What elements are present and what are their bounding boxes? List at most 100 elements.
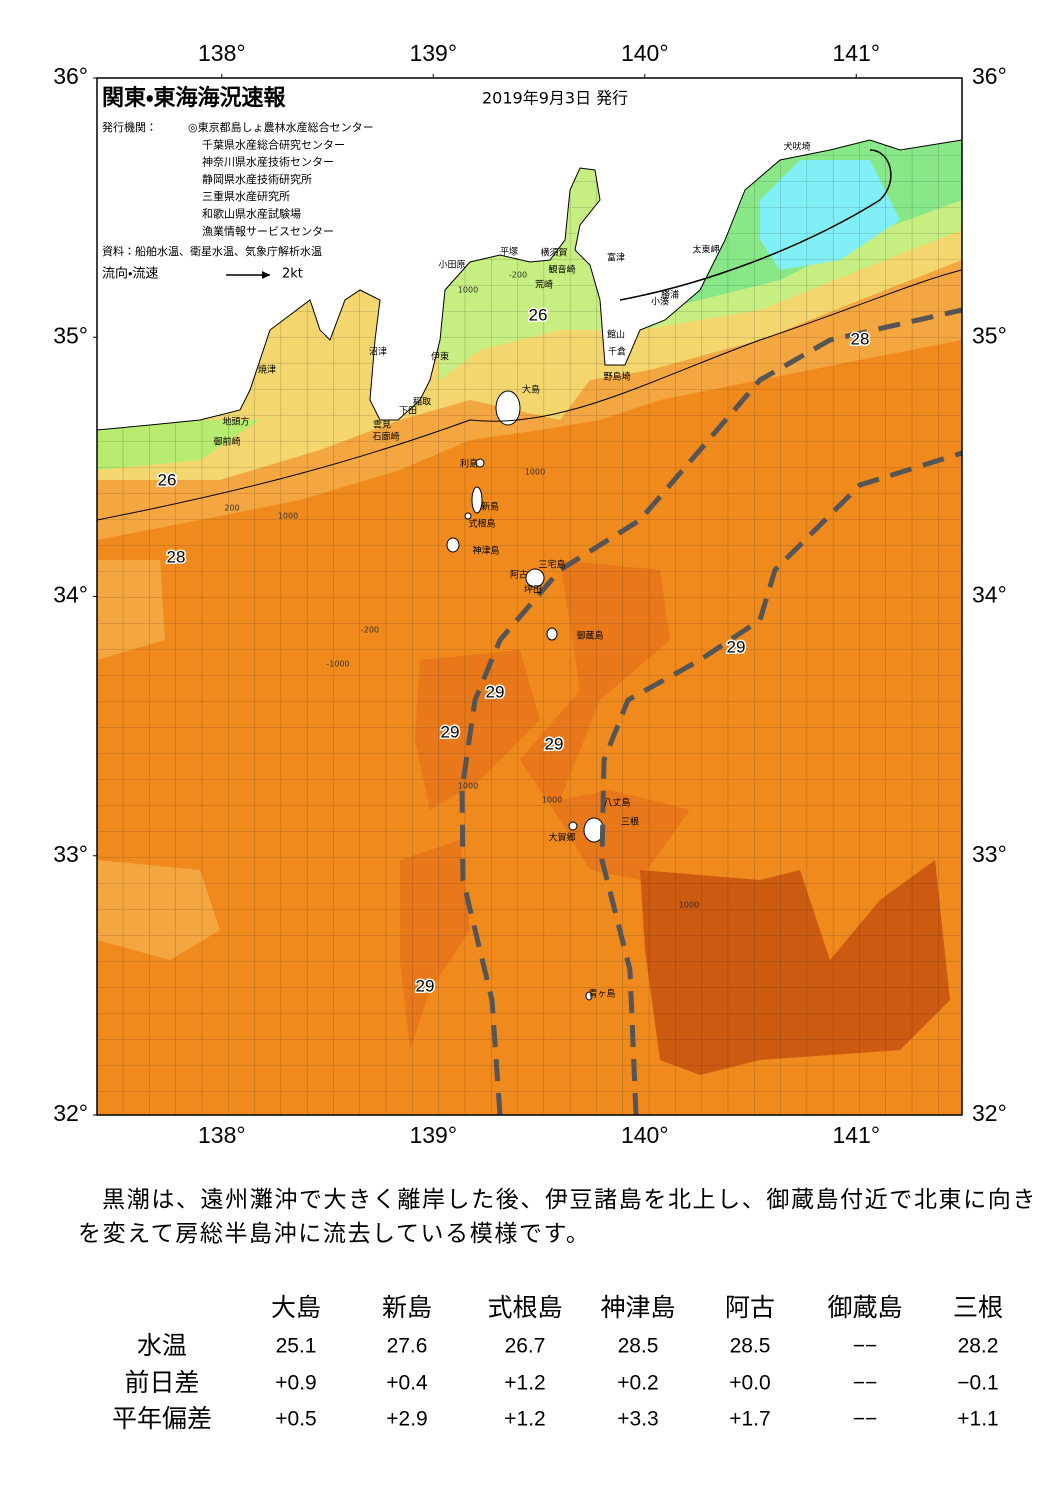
isotherm: [619, 149, 892, 301]
cell: 28.2: [958, 1335, 999, 1358]
place-name: 八丈島: [603, 797, 630, 809]
y-tick-label: 33°: [53, 841, 88, 867]
cell: +3.3: [617, 1408, 658, 1431]
place-name: 大島: [522, 384, 540, 396]
depth-label: -200: [509, 271, 527, 280]
place-name: 平塚: [500, 247, 518, 258]
contour-label: 29: [486, 682, 505, 701]
cell: +1.2: [504, 1408, 545, 1431]
place-name: 稲取: [413, 396, 431, 408]
y-tick-label: 35°: [972, 322, 1007, 348]
place-name: 野島埼: [603, 371, 630, 383]
place-name: 石廊崎: [372, 431, 399, 443]
place-name: 千倉: [608, 347, 626, 358]
x-tick-label: 141°: [832, 40, 880, 66]
cell: −−: [853, 1408, 878, 1431]
place-name: 青ヶ島: [588, 988, 615, 1000]
column-header: 御蔵島: [827, 1293, 902, 1322]
islands: [446, 390, 605, 1001]
sources: 資料：船舶水温、衛星水温、気象庁解析水温: [102, 244, 322, 258]
place-name: 富津: [607, 252, 625, 264]
row-label: 平年偏差: [112, 1404, 212, 1433]
cell: +0.5: [275, 1408, 316, 1431]
island: [568, 821, 578, 831]
current-scale-arrowhead: [262, 271, 270, 279]
place-name: 阿古: [510, 569, 528, 581]
place-name: 小湊: [651, 296, 669, 308]
cell: +1.2: [504, 1372, 545, 1395]
x-tick-label: 140°: [621, 40, 669, 66]
issuer: 三重県水産研究所: [202, 189, 290, 203]
issuer: 静岡県水産技術研究所: [202, 172, 312, 186]
column-header: 式根島: [487, 1293, 562, 1322]
island: [471, 486, 483, 514]
issuer-label: 発行機関：: [102, 120, 157, 134]
place-name: 式根島: [468, 518, 495, 530]
cell: −−: [853, 1372, 878, 1395]
contour-label: 28: [167, 547, 186, 566]
cell: 28.5: [730, 1335, 771, 1358]
y-tick-label: 34°: [53, 582, 88, 608]
place-name: 館山: [607, 329, 625, 341]
island: [446, 537, 460, 553]
cell: 28.5: [618, 1335, 659, 1358]
cell: 26.7: [505, 1335, 546, 1358]
island: [585, 991, 593, 1001]
y-tick-label: 32°: [972, 1100, 1007, 1126]
place-name: 荒崎: [535, 279, 553, 291]
column-header: 新島: [382, 1293, 432, 1322]
place-name: 雲見: [373, 420, 391, 431]
place-name: 三根: [621, 816, 639, 828]
place-name: 勝浦: [661, 289, 679, 301]
place-name: 三宅島: [538, 559, 565, 571]
depth-label: 1000: [458, 782, 478, 791]
column-header: 三根: [953, 1293, 1003, 1322]
island: [495, 390, 521, 426]
x-tick-label: 141°: [832, 1122, 880, 1148]
cell: −0.1: [957, 1372, 998, 1395]
place-name: 観音崎: [548, 264, 575, 276]
x-tick-label: 140°: [621, 1122, 669, 1148]
issuer: 神奈川県水産技術センター: [202, 155, 334, 169]
cell: 27.6: [387, 1335, 428, 1358]
cell: +0.2: [617, 1372, 658, 1395]
contour-label: 26: [529, 305, 548, 324]
land: [97, 78, 962, 431]
current-legend: 流向・流速: [102, 266, 158, 282]
y-tick-label: 32°: [53, 1100, 88, 1126]
cell: 25.1: [276, 1335, 317, 1358]
x-tick-label: 139°: [409, 40, 457, 66]
issuer: 和歌山県水産試験場: [202, 207, 301, 221]
row-label: 前日差: [124, 1368, 199, 1397]
place-name: 犬吠埼: [783, 141, 810, 153]
kuroshio-axis: [459, 307, 962, 1115]
place-name: 神津島: [472, 545, 499, 557]
place-name: 横須賀: [540, 247, 567, 259]
issuer: 漁業情報サービスセンター: [202, 224, 334, 238]
place-name: 下田: [399, 406, 417, 417]
cell: −−: [853, 1335, 878, 1358]
issuer: ◎東京都島しょ農林水産総合センター: [188, 120, 374, 134]
island: [525, 568, 545, 588]
cell: +0.0: [729, 1372, 770, 1395]
y-tick-label: 34°: [972, 582, 1007, 608]
cell: +2.9: [386, 1408, 427, 1431]
place-name: 御蔵島: [576, 630, 603, 642]
depth-label: 1000: [679, 901, 699, 910]
kuroshio-edge: [599, 450, 962, 1115]
island: [464, 512, 472, 520]
cell: +1.7: [729, 1408, 770, 1431]
x-tick-label: 139°: [409, 1122, 457, 1148]
cell: +0.9: [275, 1372, 316, 1395]
contour-label: 29: [416, 976, 435, 995]
place-name: 大賀郷: [548, 832, 575, 844]
place-name: 利島: [460, 458, 478, 470]
issue-date: 2019年9月3日 発行: [482, 89, 628, 108]
place-name: 坪田: [524, 585, 542, 596]
place-name: 御前崎: [213, 436, 240, 448]
island: [475, 458, 485, 468]
depth-label: -200: [361, 626, 379, 635]
depth-label: 200: [224, 504, 239, 513]
cell: +1.1: [957, 1408, 998, 1431]
